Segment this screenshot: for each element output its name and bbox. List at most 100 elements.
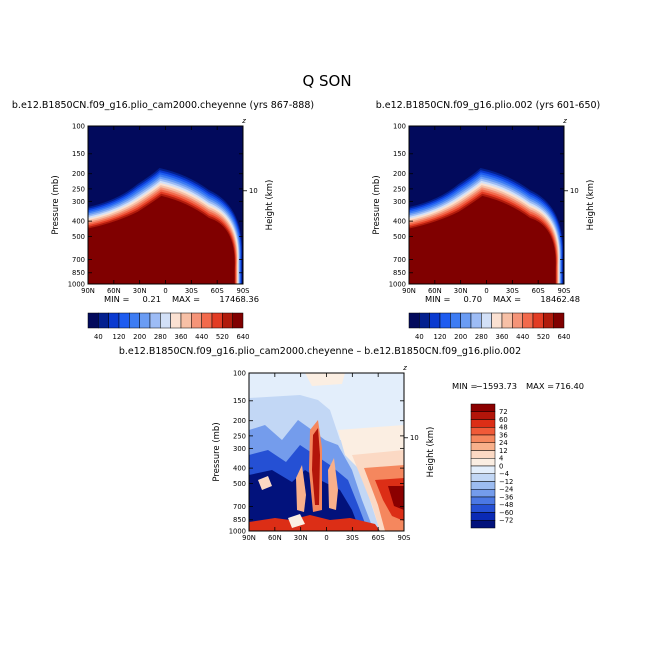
panel-2-colorbar-swatch <box>439 312 451 329</box>
panel-1-min-value: 0.21 <box>143 294 161 304</box>
panel-3-xtick-label: 0 <box>324 534 328 542</box>
panel-3-colorbar-label: −48 <box>499 501 513 509</box>
panel-2-km-marker: z <box>562 117 567 125</box>
panel-1-colorbar-label: 200 <box>133 333 146 341</box>
panel-2-colorbar-label: 640 <box>558 333 571 341</box>
main-title: Q SON <box>302 72 351 90</box>
panel-3-ytick-label: 200 <box>233 417 246 425</box>
panel-3-xtick-label: 90S <box>398 534 411 542</box>
panel-1-colorbar-swatch <box>108 312 120 329</box>
panel-2-ytick-label: 100 <box>393 122 406 130</box>
panel-1-colorbar-label: 120 <box>113 333 126 341</box>
panel-3-ytick-label: 400 <box>233 465 246 473</box>
panel-2-ytick-label: 300 <box>393 198 406 206</box>
panel-3-colorbar-label: −24 <box>499 486 513 494</box>
panel-1-colorbar-swatch <box>139 312 151 329</box>
panel-2-colorbar-swatch <box>553 312 565 329</box>
panel-2-contour-level-14 <box>409 195 556 284</box>
panel-3-xtick-label: 30N <box>294 534 308 542</box>
panel-2-ytick-label: 400 <box>393 218 406 226</box>
panel-3-colorbar-swatch <box>470 450 496 459</box>
panel-3-field <box>249 373 404 531</box>
panel-1-colorbar-swatch <box>129 312 140 329</box>
panel-2-ytick-label: 700 <box>393 256 406 264</box>
panel-1-colorbar-swatch <box>232 312 244 329</box>
panel-1-ytick-label: 300 <box>72 198 85 206</box>
panel-3-colorbar-label: −4 <box>499 470 509 478</box>
panel-1-colorbar-swatch <box>180 312 192 329</box>
panel-3-colorbar-label: 60 <box>499 416 508 424</box>
panel-2-colorbar-swatch <box>450 312 461 329</box>
panel-1-colorbar-label: 40 <box>94 333 103 341</box>
panel-3-surface-light-patch <box>288 514 305 528</box>
panel-2-colorbar-swatch <box>491 312 503 329</box>
panel-3-ytick-label: 500 <box>233 480 246 488</box>
panel-1-min-label: MIN = <box>104 294 129 304</box>
panel-2-colorbar-swatch <box>408 312 420 329</box>
panel-3-max-value: 716.40 <box>555 381 584 391</box>
panel-1-ytick-label: 500 <box>72 233 85 241</box>
panel-3-colorbar-swatch <box>470 434 496 443</box>
panel-1-km-marker: z <box>241 117 246 125</box>
panel-3-colorbar-label: 12 <box>499 447 508 455</box>
panel-1-xtick-label: 90N <box>81 287 95 295</box>
panel-2-colorbar-label: 120 <box>434 333 447 341</box>
panel-2-y2label: Height (km) <box>586 180 596 231</box>
panel-3-min-label: MIN = <box>452 381 477 391</box>
panel-1-ylabel: Pressure (mb) <box>51 175 61 234</box>
panel-2-colorbar-label: 280 <box>475 333 488 341</box>
panel-1-contour-level-14 <box>88 195 235 284</box>
panel-3-colorbar-label: 4 <box>499 455 503 463</box>
panel-2-colorbar-label: 440 <box>516 333 529 341</box>
panel-3-ytick-label: 700 <box>233 503 246 511</box>
panel-2-colorbar-swatch <box>532 312 544 329</box>
panel-2-colorbar-swatch <box>522 312 534 329</box>
panel-3-km-marker: z <box>402 364 407 372</box>
panel-3: b.e12.B1850CN.f09_g16.plio_cam2000.cheye… <box>119 346 584 542</box>
panel-1: b.e12.B1850CN.f09_g16.plio_cam2000.cheye… <box>12 100 314 341</box>
panel-3-colorbar-label: −72 <box>499 517 513 525</box>
panel-2-xtick-label: 60N <box>428 287 442 295</box>
panel-3-colorbar-swatch <box>470 489 496 498</box>
panel-2-xtick-label: 30N <box>454 287 468 295</box>
panel-1-ytick-label: 150 <box>72 150 85 158</box>
panel-2-colorbar-swatch <box>481 312 492 329</box>
panel-1-colorbar-swatch <box>211 312 223 329</box>
panel-1-colorbar-label: 440 <box>195 333 208 341</box>
panel-2: b.e12.B1850CN.f09_g16.plio.002 (yrs 601-… <box>372 100 600 341</box>
panel-2-colorbar-swatch <box>429 312 441 329</box>
panel-2-max-value: 18462.48 <box>540 294 580 304</box>
panel-2-colorbar-swatch <box>501 312 513 329</box>
panel-3-max-label: MAX = <box>526 381 554 391</box>
panel-1-colorbar-label: 360 <box>175 333 188 341</box>
panel-2-ytick-label: 200 <box>393 170 406 178</box>
panel-3-colorbar-swatch <box>470 496 496 505</box>
panel-2-colorbar-label: 40 <box>415 333 424 341</box>
panel-3-surface-positive <box>249 515 380 531</box>
panel-3-colorbar-swatch <box>470 504 496 513</box>
panel-3-y2tick-label: 10 <box>410 434 419 442</box>
panel-3-colorbar-swatch <box>470 411 496 420</box>
panel-2-xtick-label: 0 <box>484 287 488 295</box>
panel-2-colorbar-swatch <box>543 312 554 329</box>
panel-1-xtick-label: 60S <box>211 287 224 295</box>
panel-3-colorbar-label: 48 <box>499 424 508 432</box>
panel-3-xtick-label: 90N <box>242 534 256 542</box>
panel-2-ytick-label: 850 <box>393 269 406 277</box>
panel-2-colorbar-label: 200 <box>454 333 467 341</box>
panel-3-colorbar-swatch <box>470 512 496 521</box>
panel-2-colorbar-swatch <box>470 312 482 329</box>
panel-1-colorbar-swatch <box>222 312 233 329</box>
panel-1-xtick-label: 90S <box>237 287 250 295</box>
panel-1-y2label: Height (km) <box>265 180 275 231</box>
panel-2-min-value: 0.70 <box>464 294 482 304</box>
panel-1-colorbar-swatch <box>87 312 99 329</box>
panel-1-colorbar-label: 280 <box>154 333 167 341</box>
panel-3-tropical-positive-core <box>312 428 320 505</box>
panel-3-xtick-label: 30S <box>346 534 359 542</box>
panel-3-colorbar-swatch <box>470 427 496 436</box>
panel-2-ytick-label: 1000 <box>389 280 406 288</box>
panel-1-y2tick-label: 10 <box>249 187 258 195</box>
panel-3-min-value: −1593.73 <box>476 381 517 391</box>
